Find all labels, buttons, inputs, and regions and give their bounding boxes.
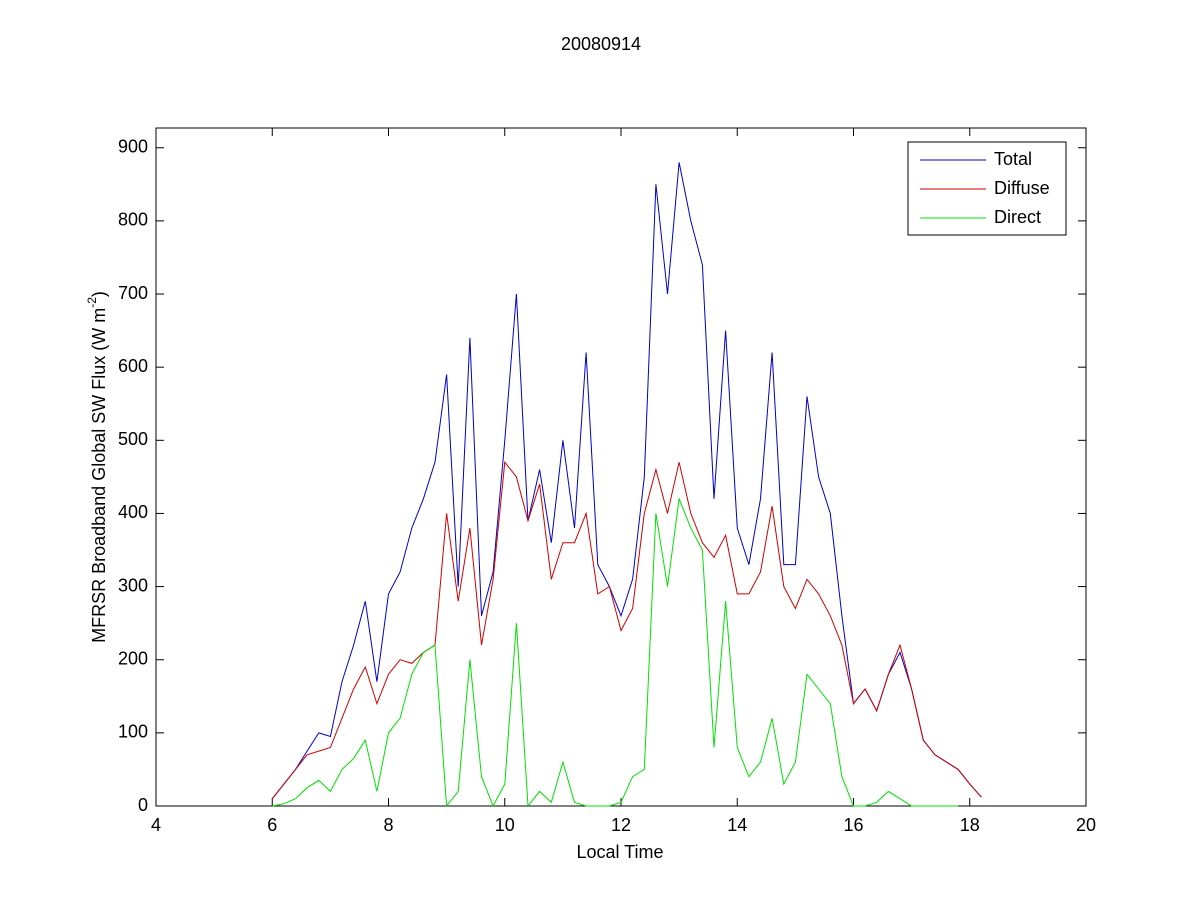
y-tick-label: 400 xyxy=(118,502,148,522)
legend-label: Direct xyxy=(994,207,1041,227)
y-tick-label: 900 xyxy=(118,136,148,156)
x-tick-label: 20 xyxy=(1076,815,1096,835)
x-tick-label: 6 xyxy=(267,815,277,835)
y-tick-label: 800 xyxy=(118,210,148,230)
x-axis-label: Local Time xyxy=(576,842,663,862)
series-line xyxy=(271,460,982,800)
x-tick-label: 18 xyxy=(960,815,980,835)
x-tick-label: 16 xyxy=(843,815,863,835)
legend-label: Diffuse xyxy=(994,178,1050,198)
y-tick-label: 0 xyxy=(138,795,148,815)
y-tick-label: 500 xyxy=(118,429,148,449)
chart-title: 20080914 xyxy=(561,34,641,54)
y-tick-label: 100 xyxy=(118,722,148,742)
y-tick-label: 200 xyxy=(118,648,148,668)
legend-label: Total xyxy=(994,149,1032,169)
y-axis-label: MFRSR Broadband Global SW Flux (W m-2) xyxy=(85,291,109,643)
y-tick-label: 600 xyxy=(118,356,148,376)
y-tick-label: 300 xyxy=(118,575,148,595)
plot-frame xyxy=(155,127,1087,807)
x-tick-label: 14 xyxy=(727,815,747,835)
y-tick-label: 700 xyxy=(118,283,148,303)
x-tick-label: 4 xyxy=(151,815,161,835)
x-tick-label: 10 xyxy=(495,815,515,835)
y-axis-label-text: MFRSR Broadband Global SW Flux (W m xyxy=(89,308,109,643)
y-axis-label-suffix: ) xyxy=(89,291,109,297)
x-tick-label: 8 xyxy=(383,815,393,835)
y-axis-label-superscript: -2 xyxy=(85,297,99,308)
x-tick-label: 12 xyxy=(611,815,631,835)
series-line xyxy=(272,496,959,808)
